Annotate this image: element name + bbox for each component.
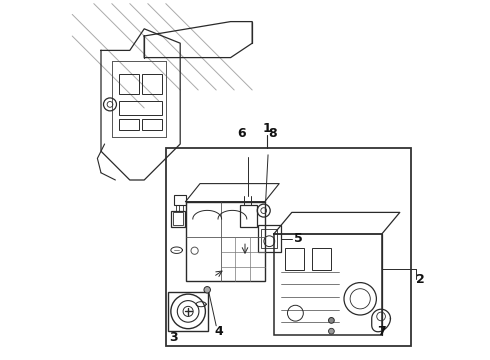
Text: 2: 2 — [416, 273, 425, 286]
Bar — [258, 225, 281, 252]
Text: 6: 6 — [237, 127, 245, 140]
Bar — [285, 248, 304, 270]
Bar — [166, 148, 411, 346]
Circle shape — [204, 287, 210, 293]
Bar — [186, 202, 265, 281]
Bar — [143, 119, 162, 130]
Bar — [119, 119, 139, 130]
Bar — [240, 205, 257, 227]
Text: 7: 7 — [377, 325, 386, 338]
Bar — [174, 195, 186, 205]
Text: 1: 1 — [262, 122, 271, 135]
Bar — [173, 212, 183, 225]
Bar — [274, 234, 382, 335]
Bar — [143, 74, 162, 94]
Bar — [312, 248, 331, 270]
Circle shape — [328, 328, 334, 334]
Bar — [119, 101, 162, 115]
Bar — [261, 229, 277, 248]
Text: 4: 4 — [214, 325, 223, 338]
Text: 3: 3 — [170, 331, 178, 344]
Bar — [119, 74, 139, 94]
Text: 8: 8 — [269, 127, 277, 140]
Text: 5: 5 — [294, 232, 303, 245]
Bar — [171, 211, 185, 227]
Bar — [169, 292, 208, 331]
Circle shape — [328, 318, 334, 323]
